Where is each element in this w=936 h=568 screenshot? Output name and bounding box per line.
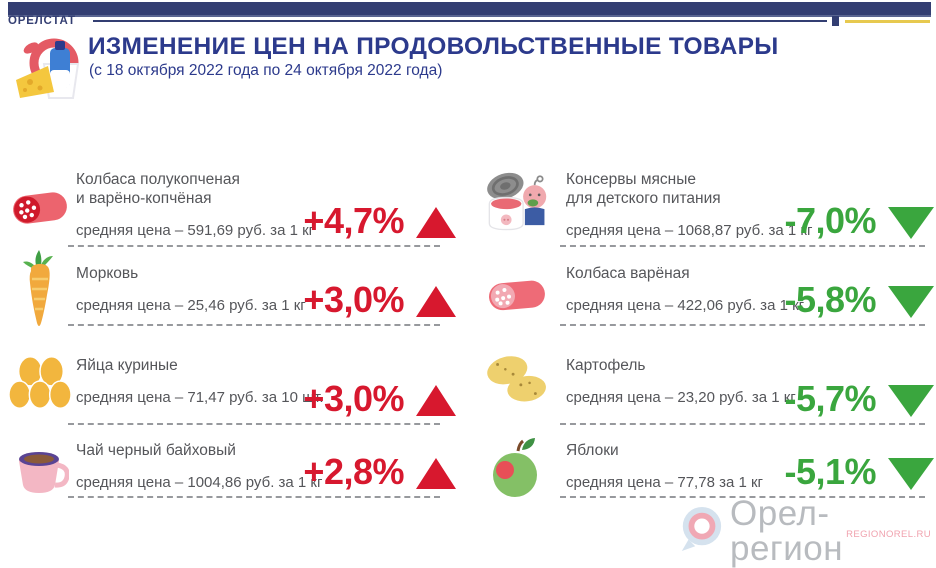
header-rule-gold — [845, 20, 930, 23]
brand-label: ОРЕЛСТАТ — [8, 15, 76, 27]
decrease-arrow-icon — [888, 458, 934, 490]
product-card: Колбаса варёная средняя цена – 422,06 ру… — [478, 264, 936, 326]
product-price: средняя цена – 591,69 руб. за 1 кг — [76, 222, 315, 239]
product-card: Яблоки средняя цена – 77,78 за 1 кг -5,1… — [478, 438, 936, 498]
product-name: Колбаса полукопченая и варёно-копчёная — [76, 171, 240, 207]
change-percent: +3,0% — [303, 279, 404, 320]
page-title: ИЗМЕНЕНИЕ ЦЕН НА ПРОДОВОЛЬСТВЕННЫЕ ТОВАР… — [88, 33, 779, 60]
apple-icon — [484, 437, 548, 499]
separator — [68, 496, 440, 498]
product-card: Чай черный байховый средняя цена – 1004,… — [8, 441, 458, 498]
product-price: средняя цена – 71,47 руб. за 10 шт. — [76, 389, 324, 406]
change-percent: -5,7% — [784, 378, 876, 419]
decrease-arrow-icon — [888, 286, 934, 318]
canned-meat-icon — [484, 166, 548, 238]
product-price: средняя цена – 25,46 руб. за 1 кг — [76, 297, 306, 314]
separator — [68, 423, 440, 425]
increase-arrow-icon — [416, 207, 456, 238]
decrease-arrow-icon — [888, 385, 934, 417]
separator — [68, 324, 440, 326]
top-navy-bar — [8, 2, 931, 17]
product-card: Картофель средняя цена – 23,20 руб. за 1… — [478, 356, 936, 425]
change-percent: +2,8% — [303, 451, 404, 492]
orel-region-logo-icon — [678, 506, 724, 557]
eggs-icon — [8, 354, 72, 412]
change-percent: +3,0% — [303, 378, 404, 419]
product-price: средняя цена – 1004,86 руб. за 1 кг — [76, 474, 323, 491]
teacup-icon — [8, 443, 72, 495]
change-percent: -5,1% — [784, 451, 876, 492]
product-price: средняя цена – 1068,87 руб. за 1 кг — [566, 222, 813, 239]
boiled-sausage-icon — [484, 270, 548, 320]
separator — [560, 496, 925, 498]
page-subtitle: (с 18 октября 2022 года по 24 октября 20… — [89, 62, 443, 79]
product-card: Консервы мясные для детского питания сре… — [478, 170, 936, 247]
change-percent: -5,8% — [784, 279, 876, 320]
separator — [68, 245, 440, 247]
smoked-sausage-icon — [8, 182, 72, 230]
product-card: Яйца куриные средняя цена – 71,47 руб. з… — [8, 356, 458, 425]
product-name: Картофель — [566, 357, 646, 374]
product-card: Морковь средняя цена – 25,46 руб. за 1 к… — [8, 250, 458, 326]
watermark-site: REGIONOREL.RU — [846, 529, 931, 540]
separator — [560, 324, 925, 326]
separator — [560, 245, 925, 247]
product-price: средняя цена – 77,78 за 1 кг — [566, 474, 764, 491]
product-price: средняя цена – 422,06 руб. за 1 кг — [566, 297, 805, 314]
product-name: Яйца куриные — [76, 357, 178, 374]
product-name: Чай черный байховый — [76, 442, 236, 459]
product-name: Консервы мясные для детского питания — [566, 171, 721, 207]
increase-arrow-icon — [416, 385, 456, 416]
change-percent: +4,7% — [303, 200, 404, 241]
product-card: Колбаса полукопченая и варёно-копчёная с… — [8, 170, 458, 247]
separator — [560, 423, 925, 425]
decrease-arrow-icon — [888, 207, 934, 239]
product-price: средняя цена – 23,20 руб. за 1 кг — [566, 389, 796, 406]
header-rule — [93, 20, 827, 22]
potatoes-icon — [484, 352, 548, 406]
header-rule-square — [832, 16, 839, 26]
increase-arrow-icon — [416, 286, 456, 317]
increase-arrow-icon — [416, 458, 456, 489]
change-percent: -7,0% — [784, 200, 876, 241]
product-name: Колбаса варёная — [566, 265, 690, 282]
grocery-basket-icon — [10, 36, 86, 107]
carrot-icon — [8, 250, 72, 338]
product-name: Яблоки — [566, 442, 619, 459]
product-name: Морковь — [76, 265, 139, 282]
